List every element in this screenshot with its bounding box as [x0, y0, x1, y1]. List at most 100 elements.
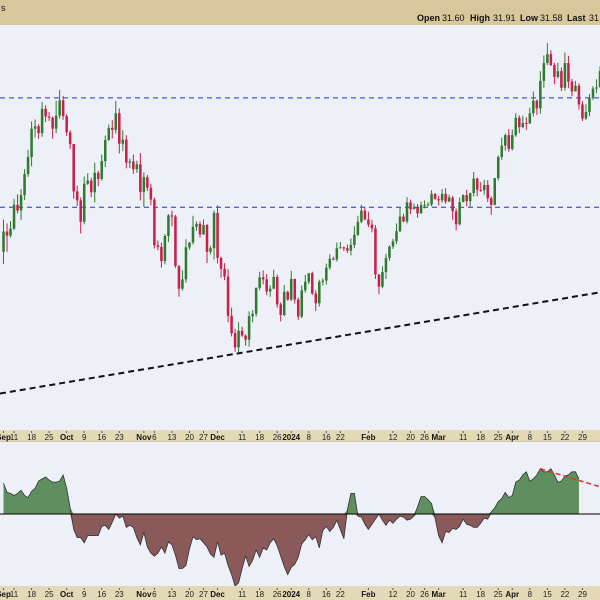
candle-body	[104, 140, 107, 162]
candle-body	[293, 278, 296, 300]
candle-body	[265, 279, 268, 292]
x-tick-label: 16	[322, 433, 331, 442]
candle-body	[409, 202, 412, 210]
candle-body	[444, 193, 447, 202]
x-tick-label: 8	[307, 590, 312, 599]
candle-body	[107, 127, 111, 141]
candle-body	[377, 274, 381, 287]
candle-body	[40, 108, 44, 134]
x-tick-label: Apr	[505, 590, 519, 599]
x-tick-label: 25	[45, 590, 54, 599]
x-tick-label: 26	[420, 590, 429, 599]
candle-body	[335, 248, 339, 260]
candle-body	[346, 248, 349, 251]
candle-body	[282, 291, 286, 315]
x-tick-label: 6	[152, 433, 157, 442]
x-tick-label: Sep	[0, 433, 11, 442]
x-tick-label: 22	[336, 590, 345, 599]
x-tick-label: 15	[543, 590, 552, 599]
osc-axis-strip	[0, 586, 600, 600]
candle-body	[514, 117, 518, 136]
candle-body	[153, 199, 156, 246]
candle-body	[461, 195, 465, 202]
candle-body	[195, 223, 198, 227]
candle-body	[93, 172, 96, 193]
x-tick-label: Sep	[0, 590, 11, 599]
candle-body	[339, 247, 342, 249]
candle-body	[426, 204, 430, 206]
candle-body	[314, 293, 318, 304]
candle-body	[177, 265, 181, 289]
candle-body	[528, 113, 532, 124]
candle-body	[26, 157, 30, 175]
x-tick-label: 16	[322, 590, 331, 599]
x-tick-label: Feb	[361, 590, 375, 599]
candle-body	[240, 330, 244, 336]
candle-body	[370, 224, 374, 229]
candle-body	[307, 273, 311, 282]
candle-body	[51, 117, 54, 129]
x-tick-label: 23	[115, 433, 124, 442]
candle-body	[5, 231, 9, 236]
candle-body	[539, 80, 542, 109]
x-tick-label: 22	[560, 590, 569, 599]
x-tick-label: 2024	[282, 433, 300, 442]
candle-body	[65, 116, 68, 133]
x-tick-label: 29	[578, 433, 587, 442]
x-tick-label: Dec	[210, 433, 225, 442]
candle-body	[591, 88, 595, 98]
price-axis-strip	[0, 430, 600, 441]
candle-body	[156, 245, 160, 247]
candle-body	[261, 277, 265, 280]
x-tick-label: Feb	[361, 433, 375, 442]
candle-body	[553, 65, 556, 77]
candle-body	[89, 180, 93, 193]
x-tick-label: 22	[336, 433, 345, 442]
x-tick-label: Mar	[431, 590, 445, 599]
x-tick-label: Nov	[136, 433, 152, 442]
candle-body	[500, 145, 504, 158]
candle-body	[332, 258, 335, 260]
candle-body	[437, 199, 440, 201]
candle-body	[230, 315, 233, 334]
x-tick-label: 11	[10, 590, 19, 599]
x-tick-label: 18	[27, 433, 36, 442]
candle-body	[212, 212, 216, 249]
x-tick-label: 6	[152, 590, 157, 599]
chart-header: s Open 31.60 High 31.91 Low 31.58 Last 3…	[1, 3, 599, 23]
candle-body	[584, 112, 588, 119]
candle-body	[458, 201, 461, 225]
candle-body	[489, 198, 493, 205]
x-tick-label: 27	[199, 433, 208, 442]
candle-body	[423, 204, 426, 206]
candle-body	[482, 184, 486, 191]
candle-body	[125, 139, 128, 163]
candle-body	[521, 123, 525, 128]
candle-body	[574, 85, 577, 92]
candle-body	[47, 116, 51, 118]
candle-body	[395, 231, 398, 242]
oscillator-plot	[0, 468, 600, 587]
candle-body	[23, 174, 26, 196]
candle-body	[202, 225, 205, 235]
header-low-label: Low	[520, 13, 539, 23]
candle-body	[479, 189, 482, 191]
candle-body	[114, 113, 118, 130]
x-tick-label: 2024	[282, 590, 300, 599]
candle-body	[216, 212, 219, 258]
x-tick-label: 8	[528, 433, 533, 442]
candle-body	[560, 71, 563, 88]
x-tick-label: 27	[199, 590, 208, 599]
candle-body	[398, 216, 402, 232]
candle-body	[304, 281, 307, 291]
candle-body	[254, 287, 258, 314]
candle-body	[486, 184, 489, 199]
candle-body	[96, 172, 100, 179]
candle-body	[219, 257, 223, 269]
x-tick-label: 16	[97, 433, 106, 442]
x-tick-label: 13	[167, 433, 176, 442]
trendline	[0, 291, 600, 395]
candle-body	[121, 139, 125, 144]
x-tick-label: 11	[238, 433, 247, 442]
